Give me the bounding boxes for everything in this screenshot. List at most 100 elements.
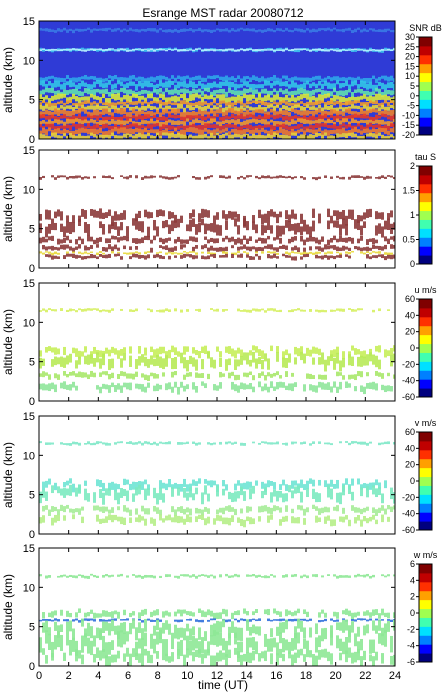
data-band bbox=[309, 373, 312, 380]
data-band bbox=[114, 490, 117, 501]
data-band bbox=[183, 129, 186, 136]
data-band bbox=[195, 105, 198, 109]
data-band bbox=[180, 134, 183, 139]
data-band bbox=[339, 516, 342, 522]
data-band bbox=[81, 80, 84, 87]
data-band bbox=[123, 235, 126, 241]
data-band bbox=[360, 351, 363, 358]
data-band bbox=[267, 575, 270, 579]
data-band bbox=[66, 251, 69, 254]
data-band bbox=[156, 631, 159, 645]
data-band bbox=[156, 101, 159, 104]
data-band bbox=[105, 254, 108, 259]
data-band bbox=[195, 619, 198, 622]
data-band bbox=[129, 95, 132, 103]
data-band bbox=[324, 359, 327, 372]
data-band bbox=[378, 613, 381, 619]
data-band bbox=[123, 347, 126, 354]
data-band bbox=[144, 479, 147, 485]
data-band bbox=[174, 134, 177, 138]
data-band bbox=[174, 109, 177, 115]
data-band bbox=[186, 574, 189, 577]
data-band bbox=[252, 75, 255, 81]
data-band bbox=[294, 120, 297, 124]
data-band bbox=[195, 75, 198, 80]
data-band bbox=[45, 83, 48, 90]
data-band bbox=[261, 224, 264, 236]
data-band bbox=[168, 113, 171, 118]
data-band bbox=[246, 506, 249, 513]
data-band bbox=[369, 176, 372, 179]
data-band bbox=[198, 109, 201, 115]
data-band bbox=[336, 255, 339, 258]
data-band bbox=[204, 123, 207, 129]
data-band bbox=[60, 84, 63, 90]
data-band bbox=[375, 651, 378, 661]
data-band bbox=[321, 119, 324, 123]
data-band bbox=[318, 251, 321, 254]
data-band bbox=[294, 176, 297, 179]
data-band bbox=[51, 132, 54, 137]
data-band bbox=[126, 647, 129, 657]
data-band bbox=[363, 483, 366, 489]
data-band bbox=[318, 635, 321, 648]
data-band bbox=[129, 483, 132, 491]
data-band bbox=[87, 637, 90, 654]
data-band bbox=[336, 352, 339, 364]
data-band bbox=[228, 346, 231, 354]
data-band bbox=[237, 517, 240, 523]
data-band bbox=[387, 175, 390, 177]
data-band bbox=[243, 177, 246, 180]
data-band bbox=[168, 177, 171, 180]
data-band bbox=[387, 101, 390, 107]
data-band bbox=[117, 27, 120, 31]
data-band bbox=[306, 252, 309, 255]
data-band bbox=[126, 441, 129, 444]
data-band bbox=[177, 104, 180, 109]
data-band bbox=[312, 236, 315, 242]
data-band bbox=[54, 635, 57, 650]
data-band bbox=[201, 574, 204, 577]
data-band bbox=[279, 381, 282, 388]
data-band bbox=[189, 611, 192, 616]
data-band bbox=[291, 116, 294, 121]
data-band bbox=[105, 78, 108, 82]
data-band bbox=[345, 381, 348, 388]
data-band bbox=[183, 48, 186, 52]
data-band bbox=[288, 252, 291, 255]
data-band bbox=[321, 134, 324, 139]
data-band bbox=[288, 214, 291, 223]
data-band bbox=[99, 127, 102, 134]
data-band bbox=[303, 309, 306, 312]
data-band bbox=[105, 120, 108, 124]
data-band bbox=[381, 373, 384, 379]
data-band bbox=[222, 237, 225, 242]
data-band bbox=[201, 610, 204, 617]
data-band bbox=[60, 120, 63, 124]
data-band bbox=[111, 105, 114, 110]
data-bands bbox=[39, 573, 395, 666]
data-band bbox=[354, 441, 357, 444]
data-band bbox=[306, 80, 309, 85]
data-band bbox=[393, 254, 395, 259]
data-band bbox=[315, 75, 318, 80]
data-band bbox=[285, 574, 288, 578]
data-band bbox=[357, 120, 360, 125]
data-band bbox=[72, 82, 75, 87]
data-band bbox=[210, 357, 213, 368]
data-band bbox=[240, 130, 243, 135]
data-band bbox=[114, 93, 117, 101]
data-band bbox=[150, 611, 153, 618]
data-band bbox=[285, 371, 288, 377]
data-band bbox=[294, 245, 297, 251]
data-band bbox=[183, 81, 186, 88]
data-band bbox=[285, 619, 288, 630]
data-band bbox=[213, 129, 216, 135]
y-tick-label: 10 bbox=[23, 55, 35, 67]
data-band bbox=[69, 384, 72, 391]
data-band bbox=[198, 442, 201, 445]
data-band bbox=[165, 441, 168, 445]
data-band bbox=[93, 105, 96, 110]
data-band bbox=[300, 118, 303, 123]
data-band bbox=[186, 648, 189, 658]
